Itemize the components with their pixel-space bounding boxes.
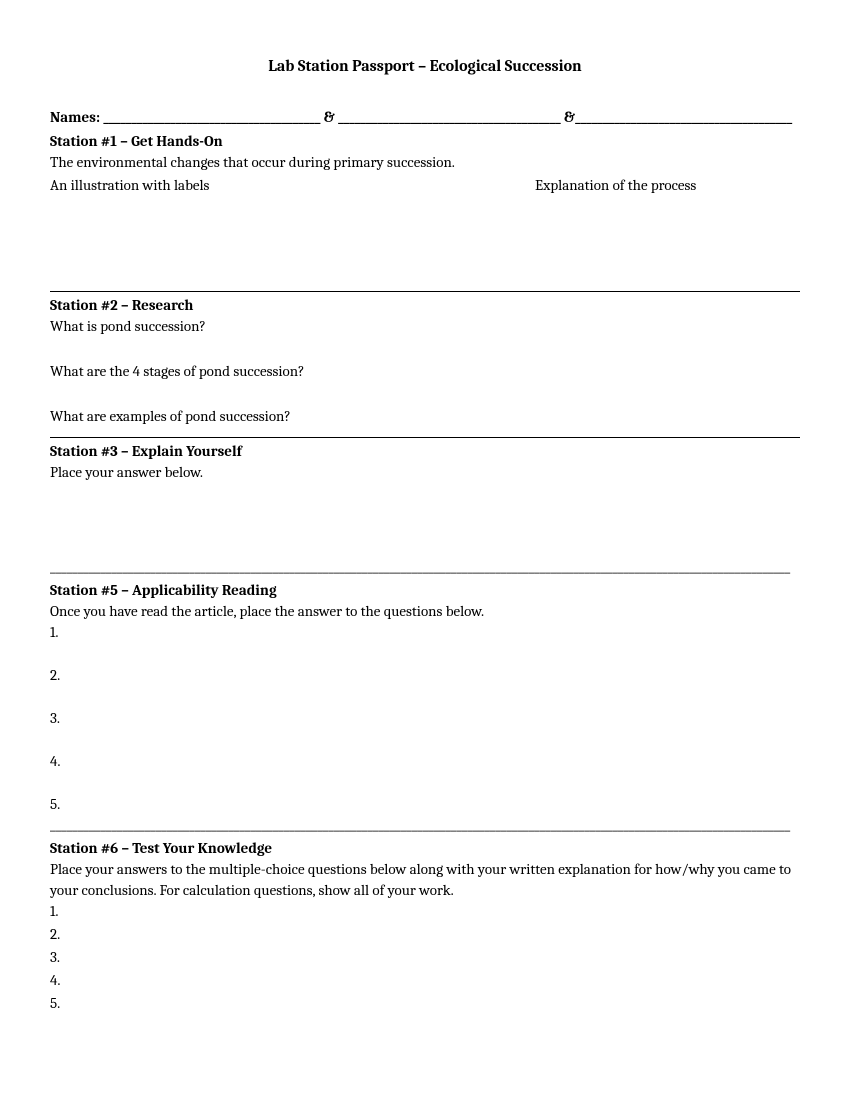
station-6-header: Station #6 – Test Your Knowledge xyxy=(50,838,800,859)
explanation-label: Explanation of the process xyxy=(535,175,800,196)
names-field-line: Names: _________________________________… xyxy=(50,107,800,128)
list-item: 3. xyxy=(50,708,800,729)
station-6-section: Station #6 – Test Your Knowledge Place y… xyxy=(50,838,800,1014)
list-item: 4. xyxy=(50,751,800,772)
list-item: 4. xyxy=(50,970,800,991)
list-item: 1. xyxy=(50,622,800,643)
underscores-divider: ________________________________________… xyxy=(50,815,800,836)
list-item: 5. xyxy=(50,794,800,815)
station-1-intro: The environmental changes that occur dur… xyxy=(50,152,800,173)
list-item: 1. xyxy=(50,901,800,922)
station-2-question-1: What is pond succession? xyxy=(50,316,800,337)
list-item: 5. xyxy=(50,993,800,1014)
section-divider xyxy=(50,437,800,438)
illustration-label: An illustration with labels xyxy=(50,175,535,196)
station-2-section: Station #2 – Research What is pond succe… xyxy=(50,295,800,427)
list-item: 3. xyxy=(50,947,800,968)
station-1-section: Station #1 – Get Hands-On The environmen… xyxy=(50,131,800,196)
station-3-instruction: Place your answer below. xyxy=(50,462,800,483)
section-divider xyxy=(50,291,800,292)
page-title: Lab Station Passport – Ecological Succes… xyxy=(50,55,800,77)
station-5-instruction: Once you have read the article, place th… xyxy=(50,601,800,622)
station-3-header: Station #3 – Explain Yourself xyxy=(50,441,800,462)
station-5-section: Station #5 – Applicability Reading Once … xyxy=(50,580,800,815)
list-item: 2. xyxy=(50,924,800,945)
station-2-header: Station #2 – Research xyxy=(50,295,800,316)
station-1-header: Station #1 – Get Hands-On xyxy=(50,131,800,152)
station-2-question-3: What are examples of pond succession? xyxy=(50,406,800,427)
station-5-header: Station #5 – Applicability Reading xyxy=(50,580,800,601)
station-2-question-2: What are the 4 stages of pond succession… xyxy=(50,361,800,382)
station-6-instruction: Place your answers to the multiple-choic… xyxy=(50,859,800,901)
underscores-divider: ________________________________________… xyxy=(50,557,800,578)
station-1-columns: An illustration with labels Explanation … xyxy=(50,175,800,196)
station-3-section: Station #3 – Explain Yourself Place your… xyxy=(50,441,800,483)
list-item: 2. xyxy=(50,665,800,686)
